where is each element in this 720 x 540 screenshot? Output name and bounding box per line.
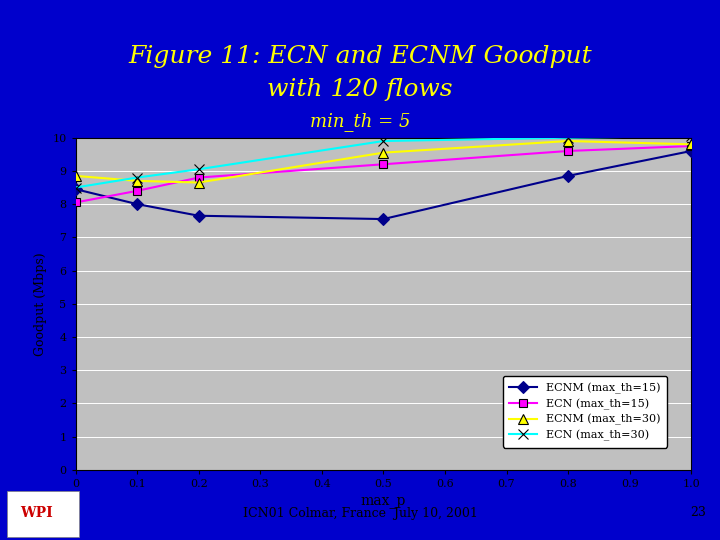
ECNM (max_th=15) bbox=[687, 148, 696, 154]
ECNM (max_th=30) bbox=[687, 141, 696, 147]
ECN (max_th=15) bbox=[379, 161, 387, 167]
ECN (max_th=15) bbox=[132, 187, 141, 194]
ECN (max_th=15) bbox=[687, 143, 696, 149]
ECN (max_th=30) bbox=[564, 134, 572, 141]
ECNM (max_th=30) bbox=[194, 179, 203, 186]
ECNM (max_th=30) bbox=[71, 173, 80, 179]
ECNM (max_th=15) bbox=[379, 216, 387, 222]
Line: ECNM (max_th=30): ECNM (max_th=30) bbox=[71, 136, 696, 187]
Text: ICN01 Colmar, France  July 10, 2001: ICN01 Colmar, France July 10, 2001 bbox=[243, 507, 477, 519]
X-axis label: max_p: max_p bbox=[361, 495, 406, 508]
ECN (max_th=30) bbox=[194, 166, 203, 172]
Text: with 120 flows: with 120 flows bbox=[267, 78, 453, 100]
Line: ECNM (max_th=15): ECNM (max_th=15) bbox=[71, 147, 696, 223]
Text: Figure 11: ECN and ECNM Goodput: Figure 11: ECN and ECNM Goodput bbox=[128, 45, 592, 68]
ECNM (max_th=30) bbox=[132, 178, 141, 184]
ECNM (max_th=15) bbox=[564, 173, 572, 179]
ECN (max_th=30) bbox=[379, 138, 387, 144]
ECN (max_th=15) bbox=[71, 199, 80, 206]
Legend: ECNM (max_th=15), ECN (max_th=15), ECNM (max_th=30), ECN (max_th=30): ECNM (max_th=15), ECN (max_th=15), ECNM … bbox=[503, 376, 667, 448]
Text: WPI: WPI bbox=[19, 506, 53, 520]
Line: ECN (max_th=15): ECN (max_th=15) bbox=[71, 142, 696, 207]
ECNM (max_th=30) bbox=[379, 150, 387, 156]
ECN (max_th=15) bbox=[564, 148, 572, 154]
ECN (max_th=30) bbox=[687, 133, 696, 139]
Bar bbox=[7, 491, 79, 537]
ECN (max_th=30) bbox=[71, 184, 80, 191]
ECN (max_th=30) bbox=[132, 174, 141, 181]
ECNM (max_th=15) bbox=[194, 213, 203, 219]
Text: 23: 23 bbox=[690, 507, 706, 519]
Line: ECN (max_th=30): ECN (max_th=30) bbox=[71, 131, 696, 192]
ECNM (max_th=30) bbox=[564, 138, 572, 144]
ECN (max_th=15) bbox=[194, 174, 203, 181]
ECNM (max_th=15) bbox=[71, 186, 80, 192]
ECNM (max_th=15) bbox=[132, 201, 141, 207]
Text: min_th = 5: min_th = 5 bbox=[310, 112, 410, 131]
Y-axis label: Goodput (Mbps): Goodput (Mbps) bbox=[34, 252, 47, 355]
